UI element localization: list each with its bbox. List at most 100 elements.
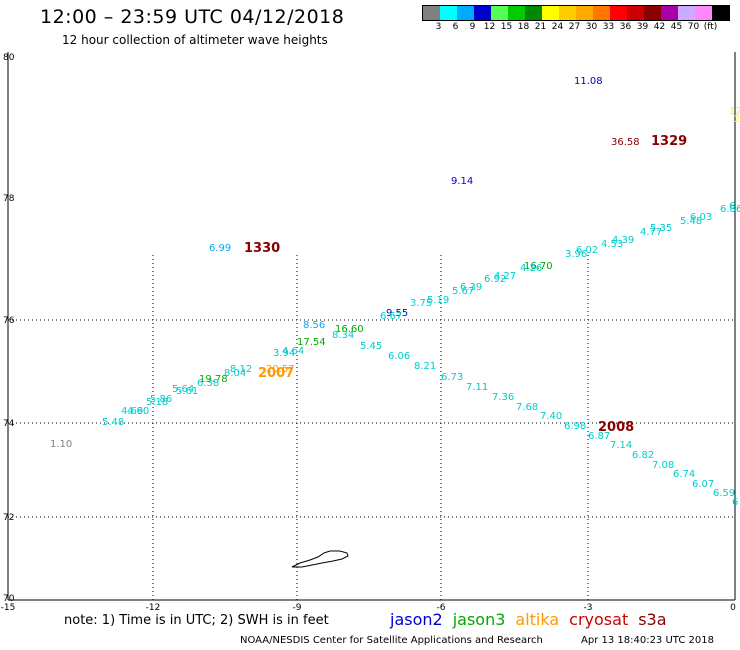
map-grid xyxy=(8,255,735,600)
color-swatch xyxy=(661,6,678,20)
observation-label: 6.98 xyxy=(564,421,586,432)
color-swatch xyxy=(593,6,610,20)
color-swatch xyxy=(644,6,661,20)
observation-label: 16.70 xyxy=(524,261,553,272)
time-labels: 1329 1330 2007 2008 xyxy=(244,134,687,435)
satellite-legend-altika: altika xyxy=(515,610,560,629)
observation-label: 4.39 xyxy=(612,235,634,246)
color-scale-label: 9 xyxy=(469,22,476,32)
color-swatch xyxy=(678,6,695,20)
observation-label: 4.53 xyxy=(601,239,623,250)
color-swatch xyxy=(457,6,474,20)
y-tick-label: 80 xyxy=(3,53,15,63)
observation-label: 8.34 xyxy=(332,330,354,341)
observation-label: 6.74 xyxy=(673,469,695,480)
observation-label: 6.92 xyxy=(484,274,506,285)
color-scale-label: 3 xyxy=(435,22,442,32)
observation-label: 6.67 xyxy=(380,311,402,322)
y-tick-label: 74 xyxy=(3,419,15,429)
color-swatch xyxy=(712,6,729,20)
footer-note: note: 1) Time is in UTC; 2) SWH is in fe… xyxy=(64,613,329,628)
observation-label: 17.54 xyxy=(297,337,326,348)
time-label: 1329 xyxy=(651,134,687,149)
credit-text: NOAA/NESDIS Center for Satellite Applica… xyxy=(240,635,543,646)
color-scale-label: 21 xyxy=(534,22,547,32)
color-scale-label: (ft) xyxy=(703,22,718,32)
color-scale-label: 12 xyxy=(483,22,496,32)
observation-label: 6.39 xyxy=(460,282,482,293)
satellite-legend-cryosat: cryosat xyxy=(569,610,629,629)
color-scale-label: 24 xyxy=(551,22,564,32)
observation-label: 6.99 xyxy=(209,243,231,254)
observation-label: 5.48 xyxy=(102,417,124,428)
observation-label: 12 xyxy=(729,106,740,117)
observation-label: 5.45 xyxy=(360,341,382,352)
x-tick-label: -12 xyxy=(146,603,161,613)
color-scale-label: 33 xyxy=(602,22,615,32)
observation-label: 8.56 xyxy=(303,320,325,331)
observation-label: 6.87 xyxy=(588,431,610,442)
observation-label: 20.57 xyxy=(266,364,295,375)
observation-label: 5.18 xyxy=(146,397,168,408)
y-tick-label: 78 xyxy=(3,194,15,204)
observation-label: 8.12 xyxy=(230,364,252,375)
y-tick-label: 76 xyxy=(3,316,15,326)
color-swatch xyxy=(695,6,712,20)
observation-label: 5.64 xyxy=(172,384,194,395)
observation-label: 6 xyxy=(732,497,738,508)
satellite-legend: jason2 jason3 altika cryosat s3a xyxy=(390,610,677,629)
observation-label: 8.04 xyxy=(224,368,246,379)
color-swatch xyxy=(559,6,576,20)
observation-label: 6 xyxy=(729,201,735,212)
observation-label: 6.07 xyxy=(692,479,714,490)
observation-label: 36.58 xyxy=(611,137,640,148)
observation-label: 23.05 xyxy=(734,114,740,125)
x-tick-label: -15 xyxy=(1,603,16,613)
color-scale-label: 27 xyxy=(568,22,581,32)
observation-label: 3.75 xyxy=(410,298,432,309)
observation-label: 6.38 xyxy=(197,378,219,389)
observation-label: 5.86 xyxy=(150,394,172,405)
observation-labels: 11.081223.0536.589.146.9966.866.035.485.… xyxy=(50,76,740,508)
color-swatch xyxy=(525,6,542,20)
axis-tick-labels: -15 -12 -9 -6 -3 0 80 78 76 74 72 70 xyxy=(1,53,736,613)
observation-label: 5.19 xyxy=(427,295,449,306)
y-tick-label: 70 xyxy=(3,594,15,604)
color-swatch xyxy=(508,6,525,20)
observation-label: 4.69 xyxy=(121,406,143,417)
color-swatch xyxy=(627,6,644,20)
map-frame xyxy=(7,52,736,601)
color-scale-label: 36 xyxy=(619,22,632,32)
observation-label: 8.21 xyxy=(414,361,436,372)
color-swatch xyxy=(474,6,491,20)
observation-label: 4.64 xyxy=(282,346,304,357)
observation-label: 5.35 xyxy=(650,223,672,234)
x-tick-label: -9 xyxy=(293,603,302,613)
satellite-legend-jason3: jason3 xyxy=(452,610,506,629)
observation-label: 9.55 xyxy=(386,308,408,319)
observation-label: 3.94 xyxy=(273,348,295,359)
observation-label: 11.08 xyxy=(574,76,603,87)
color-swatch xyxy=(491,6,508,20)
observation-label: 6.82 xyxy=(632,450,654,461)
color-swatch xyxy=(576,6,593,20)
observation-label: 9.14 xyxy=(451,176,473,187)
observation-label: 3.96 xyxy=(565,249,587,260)
observation-label: 6.06 xyxy=(388,351,410,362)
color-scale-label: 45 xyxy=(670,22,683,32)
color-scale-label: 30 xyxy=(585,22,598,32)
observation-label: 7.68 xyxy=(516,402,538,413)
color-scale-label: 70 xyxy=(687,22,700,32)
observation-label: 4.60 xyxy=(127,406,149,417)
observation-label: 4.27 xyxy=(494,271,516,282)
observation-label: 1.10 xyxy=(50,439,72,450)
generated-timestamp: Apr 13 18:40:23 UTC 2018 xyxy=(581,635,714,646)
satellite-legend-s3a: s3a xyxy=(638,610,667,629)
observation-label: 7.11 xyxy=(466,382,488,393)
observation-label: 4.26 xyxy=(520,263,542,274)
y-tick-label: 72 xyxy=(3,513,14,523)
observation-label: 6.02 xyxy=(576,245,598,256)
time-label: 1330 xyxy=(244,241,280,256)
color-scale-label: 6 xyxy=(452,22,459,32)
observation-label: 6.86 xyxy=(720,204,740,215)
